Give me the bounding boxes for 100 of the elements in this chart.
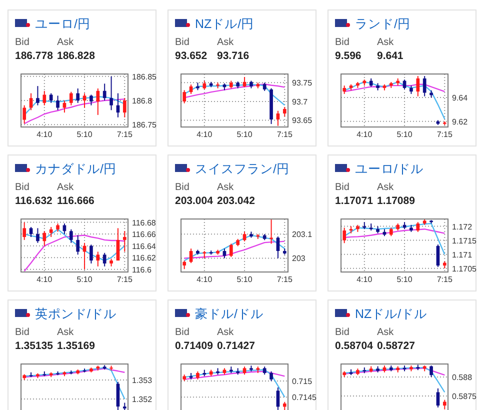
candlestick [436,388,440,408]
y-tick-label: 93.75 [292,78,313,88]
chart-title: 英ポンド/ドル [35,307,116,321]
y-tick-label: 186.85 [132,72,158,82]
y-tick-label: 0.715 [292,377,313,386]
text: 1.17089 [377,195,416,207]
candlestick [182,90,186,104]
y-tick-label: 0.588 [452,372,473,382]
line-series [344,368,446,376]
candlestick [42,90,46,106]
text: 116.632 [15,195,53,207]
y-tick-label: 186.75 [132,120,158,130]
candlestick [102,252,106,267]
text: 93.652 [175,50,208,62]
text: 9.641 [377,50,404,62]
text: 203.042 [217,195,256,207]
text: 186.778 [15,50,54,62]
y-tick-label: 9.62 [452,117,468,126]
text: 203.004 [175,195,214,207]
text: Bid [335,37,350,48]
candlestick [56,95,60,111]
x-tick-label: 5:10 [76,130,93,139]
x-tick-label: 5:10 [76,275,93,284]
text: 9.596 [335,50,362,62]
candlestick [276,236,280,259]
candlestick [96,88,100,116]
text: 1.35169 [57,340,96,352]
candlestick [229,243,233,258]
chart-title: スイスフラン/円 [195,162,290,176]
x-tick-label: 7:15 [276,130,293,139]
chart-title: ランド/円 [355,17,410,31]
x-tick-label: 7:15 [436,130,453,139]
text: 116.666 [57,195,95,207]
y-tick-label: 203 [292,254,306,264]
line-series [344,366,446,393]
candlestick [76,234,80,256]
text: Ask [57,37,75,48]
x-tick-label: 4:10 [36,275,53,284]
candlestick [102,83,106,101]
chart-title: カナダドル/円 [35,162,116,176]
candlestick [110,76,113,111]
candlestick [422,76,426,97]
text: 0.58727 [377,340,416,352]
text: Bid [175,182,190,193]
candlestick [270,370,273,382]
candlestick [442,399,446,410]
candlestick [270,219,273,244]
text: Ask [377,327,395,338]
x-tick-label: 4:10 [196,130,213,139]
text: Ask [217,327,235,338]
x-tick-label: 7:15 [116,130,133,139]
text: Bid [15,37,30,48]
text: Bid [335,182,350,193]
candlestick [36,86,40,106]
line-series [24,368,126,378]
candlestick [49,226,53,238]
y-tick-label: 1.172 [452,222,473,232]
text: 0.71427 [217,340,256,352]
candlestick [76,88,80,104]
candlestick [222,248,226,259]
text: 1.35135 [15,340,54,352]
y-tick-label: 93.7 [292,97,308,106]
candlestick [242,76,246,88]
y-tick-label: 116.68 [132,218,156,228]
candlestick [22,222,26,240]
y-tick-label: 116.6 [132,265,152,274]
text: Bid [335,327,350,338]
candlestick [276,110,280,126]
text: Bid [175,327,190,338]
candlestick [189,248,193,264]
chart-title: 豪ドル/ドル [195,307,264,321]
y-tick-label: 1.171 [452,250,473,260]
x-tick-label: 7:15 [276,275,293,284]
text: Bid [15,327,30,338]
y-tick-label: 93.65 [292,116,313,126]
candlestick [90,94,93,106]
candlestick [416,222,420,232]
text: Ask [217,182,235,193]
text: 186.828 [57,50,96,62]
line-series [344,222,446,255]
candlestick [69,228,73,244]
y-tick-label: 203.1 [292,230,313,240]
candlestick [90,244,93,264]
chart-title: NZドル/ドル [355,307,428,321]
text: Ask [377,182,395,193]
x-tick-label: 5:10 [236,275,253,284]
candlestick [430,365,433,378]
text: Ask [217,37,235,48]
text: Bid [15,182,30,193]
y-tick-label: 186.8 [132,96,153,106]
chart-title: ユーロ/ドル [355,162,424,176]
y-tick-label: 0.7145 [292,393,318,402]
candlestick [29,226,33,238]
y-tick-label: 1.1715 [452,236,478,246]
text: Ask [57,182,75,193]
y-tick-label: 116.66 [132,230,156,240]
x-tick-label: 4:10 [356,130,373,139]
x-tick-label: 5:10 [236,130,253,139]
x-tick-label: 7:15 [116,275,133,284]
text: Bid [175,37,190,48]
